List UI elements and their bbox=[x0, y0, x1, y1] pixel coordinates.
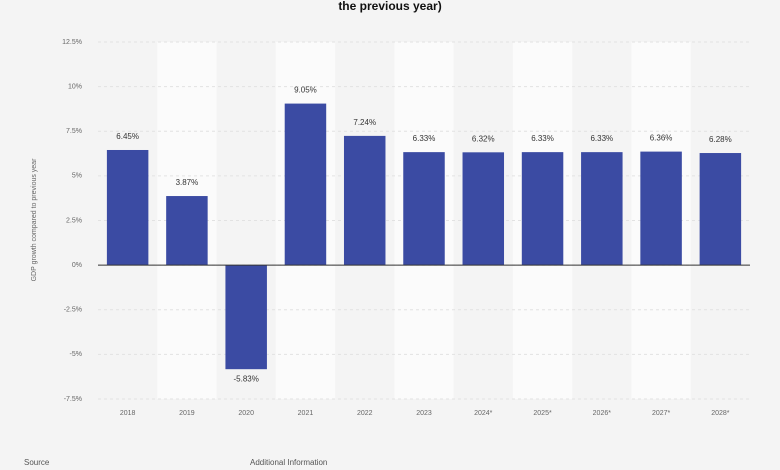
x-tick-label: 2020 bbox=[238, 410, 254, 417]
x-tick-label: 2026* bbox=[593, 410, 612, 417]
bar bbox=[640, 151, 682, 266]
value-label: 6.33% bbox=[413, 134, 436, 143]
value-label: 6.28% bbox=[709, 135, 732, 144]
x-tick-label: 2028* bbox=[711, 410, 730, 417]
value-label: 6.33% bbox=[590, 134, 613, 143]
y-tick-label: -2.5% bbox=[64, 307, 82, 314]
value-label: 6.32% bbox=[472, 134, 495, 143]
x-tick-label: 2019 bbox=[179, 410, 195, 417]
x-tick-label: 2025* bbox=[533, 410, 552, 417]
footer-info: Additional Information bbox=[250, 458, 327, 467]
y-tick-label: -5% bbox=[70, 351, 82, 358]
bar bbox=[699, 153, 742, 266]
bar bbox=[462, 152, 505, 266]
bar bbox=[343, 135, 386, 266]
footer-source: Source bbox=[24, 458, 50, 467]
value-label: 9.05% bbox=[294, 86, 317, 95]
value-label: -5.83% bbox=[234, 374, 259, 383]
value-label: 7.24% bbox=[353, 118, 376, 127]
y-tick-label: 10% bbox=[68, 83, 82, 90]
x-tick-label: 2018 bbox=[120, 410, 136, 417]
bar bbox=[521, 152, 564, 266]
y-tick-label: -7.5% bbox=[64, 396, 82, 403]
y-tick-label: 2.5% bbox=[66, 217, 82, 224]
bar bbox=[225, 265, 267, 370]
y-tick-label: 12.5% bbox=[62, 39, 82, 46]
x-tick-label: 2024* bbox=[474, 410, 493, 417]
x-tick-label: 2022 bbox=[357, 410, 373, 417]
y-tick-label: 0% bbox=[72, 262, 82, 269]
value-label: 6.45% bbox=[116, 132, 139, 141]
chart-title: the previous year) bbox=[338, 0, 441, 13]
bar bbox=[166, 196, 208, 266]
value-label: 6.36% bbox=[650, 134, 673, 143]
y-axis-label: GDP growth compared to previous year bbox=[31, 158, 38, 281]
x-tick-label: 2021 bbox=[298, 410, 314, 417]
bar bbox=[106, 149, 149, 266]
bar bbox=[403, 152, 445, 266]
value-label: 3.87% bbox=[176, 178, 199, 187]
bar bbox=[284, 103, 327, 266]
x-tick-label: 2023 bbox=[416, 410, 432, 417]
value-label: 6.33% bbox=[531, 134, 554, 143]
bar bbox=[581, 152, 623, 266]
x-tick-label: 2027* bbox=[652, 410, 671, 417]
y-tick-label: 7.5% bbox=[66, 128, 82, 135]
y-tick-label: 5% bbox=[72, 173, 82, 180]
